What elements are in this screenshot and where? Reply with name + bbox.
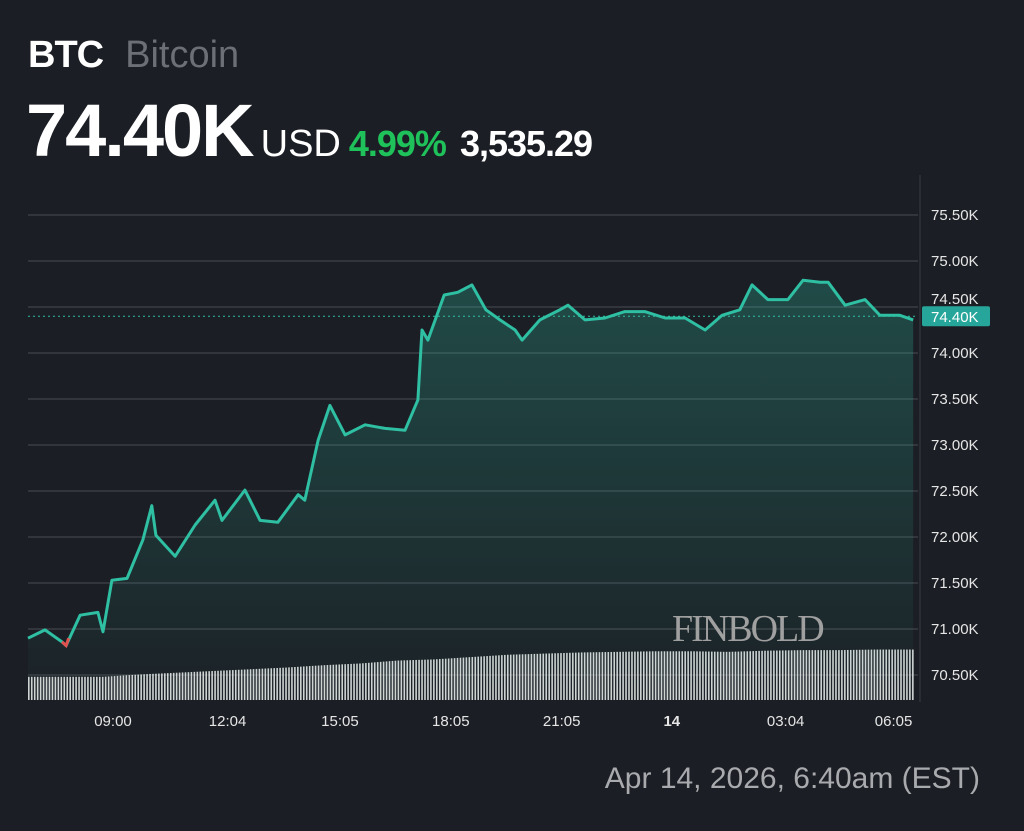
y-tick-label: 74.00K	[931, 345, 979, 362]
x-tick-label: 03:04	[767, 713, 805, 730]
x-tick-label: 15:05	[321, 713, 359, 730]
asset-name: Bitcoin	[125, 34, 240, 76]
x-tick-label: 18:05	[432, 713, 470, 730]
x-tick-label: 14	[663, 713, 680, 730]
x-tick-label: 12:04	[209, 713, 247, 730]
current-price-tag	[922, 306, 990, 327]
y-tick-label: 72.00K	[931, 529, 979, 546]
price-line	[27, 278, 914, 648]
y-tick-label: 74.50K	[931, 291, 979, 308]
x-tick-label: 06:05	[875, 713, 913, 730]
current-price-tag-label: 74.40K	[931, 309, 979, 326]
price-area	[28, 280, 914, 700]
change-absolute: 3,535.29	[459, 123, 593, 164]
x-tick-label: 09:00	[94, 713, 132, 730]
asset-title: BTC Bitcoin	[28, 34, 239, 77]
y-tick-label: 75.50K	[931, 207, 979, 224]
y-tick-label: 72.50K	[931, 483, 979, 500]
change-percent: 4.99%	[348, 123, 447, 164]
price-line-down-segment	[60, 637, 71, 649]
y-tick-label: 75.00K	[931, 253, 979, 270]
finbold-watermark: FINBOLD	[672, 608, 823, 650]
asset-symbol: BTC	[28, 34, 104, 76]
y-tick-label: 70.50K	[931, 667, 979, 684]
y-tick-label: 73.50K	[931, 391, 979, 408]
y-tick-label: 71.00K	[931, 621, 979, 638]
x-tick-label: 21:05	[543, 713, 581, 730]
y-tick-label: 73.00K	[931, 437, 979, 454]
timestamp: Apr 14, 2026, 6:40am (EST)	[604, 762, 980, 795]
currency: USD	[260, 123, 341, 165]
price-row: 74.40K USD 4.99% 3,535.29	[26, 88, 593, 173]
current-price: 74.40K	[26, 89, 255, 172]
y-tick-label: 71.50K	[931, 575, 979, 592]
